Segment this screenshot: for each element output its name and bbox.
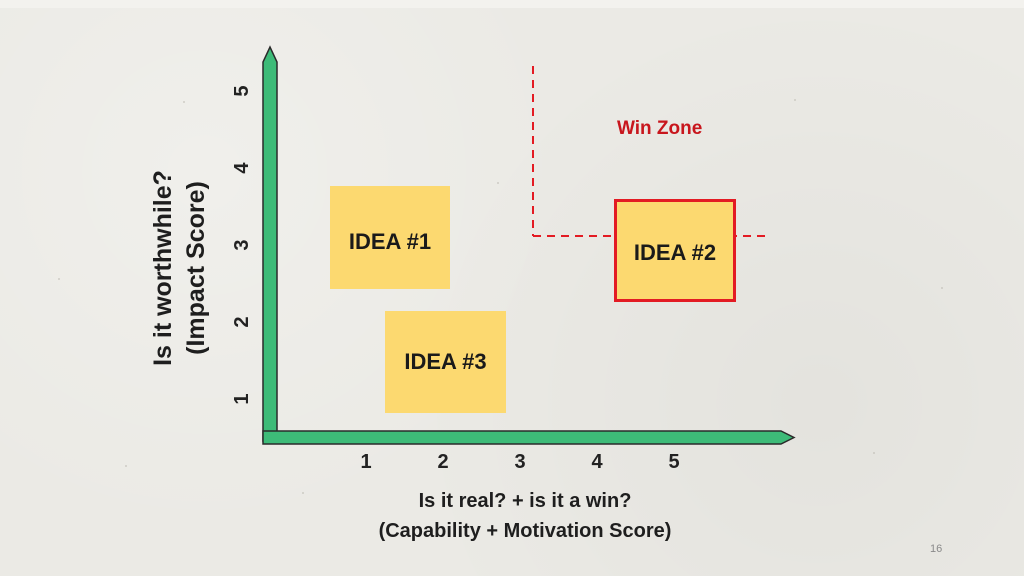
y-axis-title-line: Is it worthwhile? — [149, 170, 177, 366]
y-axis-title-line: (Impact Score) — [182, 181, 210, 355]
idea-3-box: IDEA #3 — [385, 311, 506, 413]
idea-2-label: IDEA #2 — [633, 240, 717, 265]
idea-1-label: IDEA #1 — [348, 229, 432, 254]
paper-speck — [497, 182, 499, 184]
y-tick-label: 3 — [231, 239, 253, 251]
idea-2-box: IDEA #2 — [614, 199, 736, 302]
x-tick-label: 1 — [360, 451, 372, 473]
paper-speck — [873, 452, 875, 454]
x-axis-title-line: Is it real? + is it a win? — [418, 490, 632, 512]
x-tick-label: 3 — [514, 451, 526, 473]
x-tick-label: 2 — [437, 451, 449, 473]
page-number: 16 — [930, 543, 943, 555]
paper-speck — [58, 278, 60, 280]
paper-speck — [794, 99, 796, 101]
y-tick-label: 5 — [231, 85, 253, 97]
idea-3-label: IDEA #3 — [404, 349, 487, 374]
y-tick-label: 4 — [231, 162, 253, 174]
paper-speck — [183, 101, 185, 103]
idea-1-box: IDEA #1 — [330, 186, 450, 289]
y-axis-arrow — [262, 45, 278, 442]
x-axis-arrow — [262, 430, 796, 445]
top-band — [0, 0, 1024, 8]
y-tick-label: 1 — [231, 393, 253, 405]
y-tick-label: 2 — [231, 316, 253, 328]
paper-speck — [302, 492, 304, 494]
x-axis-title-line: (Capability + Motivation Score) — [378, 520, 672, 542]
paper-speck — [941, 287, 943, 289]
win-zone-label: Win Zone — [617, 118, 703, 139]
x-tick-label: 5 — [668, 451, 680, 473]
x-tick-label: 4 — [591, 451, 603, 473]
y-axis-title: Is it worthwhile? (Impact Score) — [147, 118, 217, 418]
x-axis-title: Is it real? + is it a win? (Capability +… — [325, 486, 725, 546]
paper-speck — [125, 465, 127, 467]
